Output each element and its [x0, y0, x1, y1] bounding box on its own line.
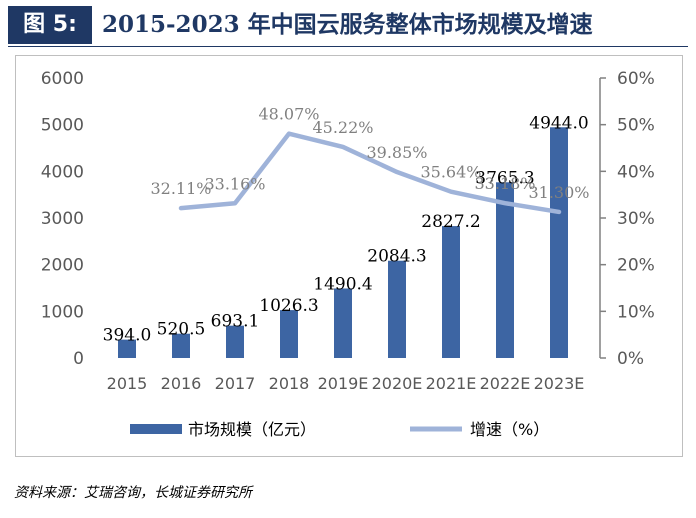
line-data-label: 31.30% — [528, 183, 589, 202]
bar-data-label: 520.5 — [157, 320, 206, 340]
left-axis-tick-label: 5000 — [41, 116, 84, 136]
left-axis-tick-label: 4000 — [41, 162, 84, 182]
left-axis-tick-label: 0 — [73, 349, 84, 369]
growth-line — [178, 131, 562, 215]
right-axis-tick-label: 20% — [617, 256, 655, 276]
line-data-label: 48.07% — [258, 105, 319, 124]
bar-2020E — [388, 260, 406, 358]
bar-2015 — [118, 339, 136, 358]
x-axis-tick-label: 2021E — [426, 374, 477, 393]
legend-bar-swatch — [130, 424, 182, 434]
x-axis-tick-label: 2016 — [161, 374, 202, 393]
x-axis-tick-label: 2022E — [480, 374, 531, 393]
x-axis-tick-label: 2023E — [534, 374, 585, 393]
bar-2019E — [334, 288, 352, 358]
bar-data-label: 2084.3 — [367, 247, 426, 267]
right-axis-tick-label: 50% — [617, 116, 655, 136]
figure-title: 2015-2023 年中国云服务整体市场规模及增速 — [102, 11, 593, 38]
bar-2021E — [442, 226, 460, 358]
bar-data-label: 1490.4 — [313, 274, 372, 294]
left-axis-tick-label: 1000 — [41, 302, 84, 322]
line-data-label: 35.64% — [420, 163, 481, 182]
bar-2023E — [550, 127, 568, 358]
x-axis-tick-label: 2015 — [107, 374, 148, 393]
x-axis-tick-label: 2019E — [318, 374, 369, 393]
bar-data-label: 693.1 — [211, 312, 260, 332]
x-axis-tick-label: 2018 — [269, 374, 310, 393]
figure-title-bar: 图 5: 2015-2023 年中国云服务整体市场规模及增速 — [8, 6, 688, 47]
legend-bar-label: 市场规模（亿元） — [188, 420, 316, 439]
right-axis-tick-label: 10% — [617, 302, 655, 322]
right-axis-tick-label: 30% — [617, 209, 655, 229]
right-axis-tick-label: 0% — [617, 349, 644, 369]
bar-2018 — [280, 310, 298, 358]
bar-data-label: 4944.0 — [529, 113, 588, 133]
source-note: 资料来源：艾瑞咨询，长城证券研究所 — [14, 485, 252, 501]
left-axis-tick-label: 2000 — [41, 256, 84, 276]
right-axis-tick-label: 40% — [617, 162, 655, 182]
line-data-label: 33.18% — [474, 174, 535, 193]
bar-data-label: 1026.3 — [259, 296, 318, 316]
line-data-label: 39.85% — [366, 143, 427, 162]
legend-line-label: 增速（%） — [470, 420, 549, 439]
right-axis-tick-label: 60% — [617, 69, 655, 89]
line-data-label: 45.22% — [312, 118, 373, 137]
line-data-label: 32.11% — [150, 179, 211, 198]
left-axis-tick-label: 3000 — [41, 209, 84, 229]
bar-data-label: 394.0 — [103, 326, 152, 346]
x-axis-tick-label: 2017 — [215, 374, 256, 393]
bar-data-label: 2827.2 — [421, 212, 480, 232]
bar-2017 — [226, 325, 244, 358]
left-axis-tick-label: 6000 — [41, 69, 84, 89]
line-data-label: 33.16% — [204, 174, 265, 193]
bar-2022E — [496, 182, 514, 358]
x-axis-tick-label: 2020E — [372, 374, 423, 393]
chart-frame — [15, 55, 683, 457]
figure-label: 图 5: — [8, 6, 92, 44]
bar-2016 — [172, 333, 190, 358]
bar-data-label: 3765.3 — [475, 168, 534, 188]
